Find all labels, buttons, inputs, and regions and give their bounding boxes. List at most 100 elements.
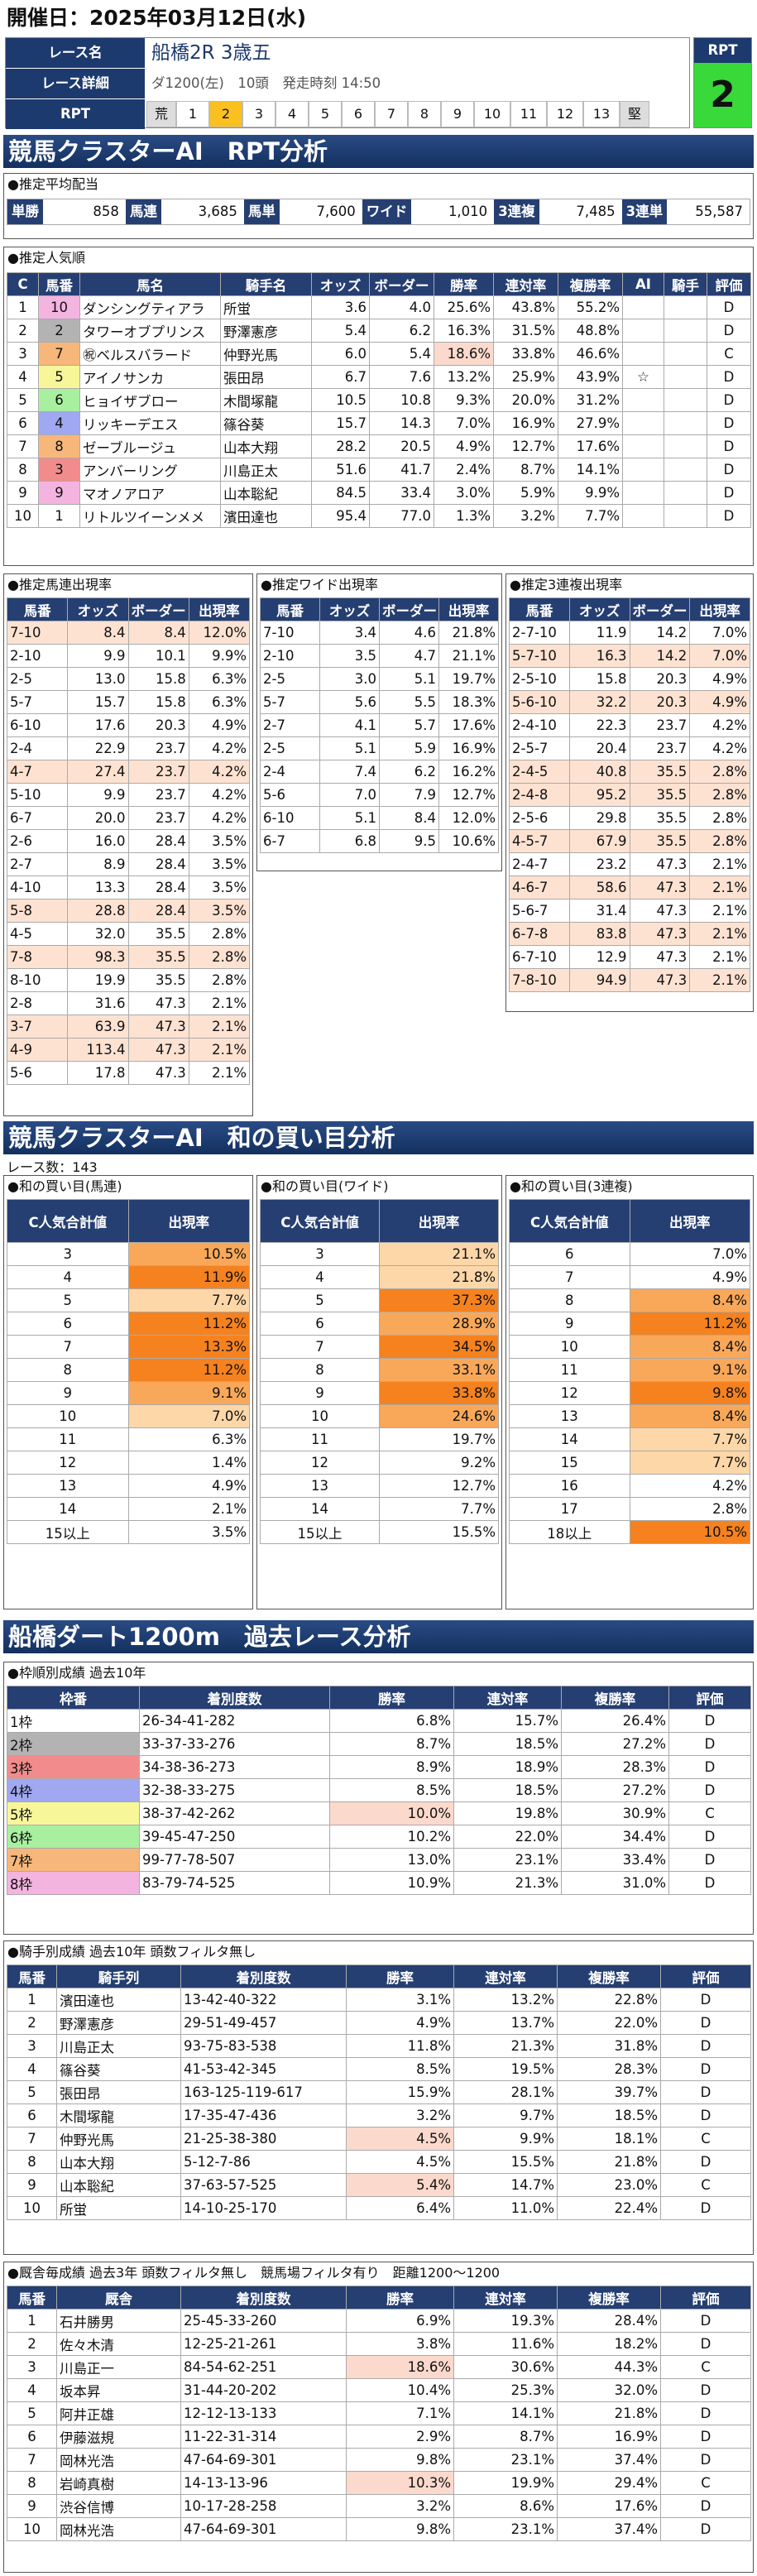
- s3-cell: 10: [7, 2196, 57, 2220]
- combo-cell: 5.6: [319, 690, 380, 714]
- combo-cell: 2.8%: [689, 829, 750, 853]
- s3-cell: 38-37-42-262: [139, 1801, 330, 1825]
- table-row: 4-7 27.4 23.7 4.2%: [6, 760, 251, 784]
- table-row: 6 4 リッキーデエス 篠谷葵 15.7 14.3 7.0% 16.9% 27.9% D: [7, 411, 751, 435]
- combo-cell: 47.3: [629, 945, 691, 969]
- sum-trio-box: ●和の買い目(3連複) C人気合計値 出現率 6 7.0% 7 4.9% 8 8.4% 9 11.…: [505, 1175, 754, 1609]
- sum-cell: 14: [509, 1427, 630, 1451]
- avg-payout-row: 単勝 858 馬連 3,685 馬単 7,600 ワイド 1,010 3連複 7,485 3連単 55…: [7, 199, 750, 225]
- s3-cell: 山本聡紀: [56, 2173, 181, 2197]
- s3-cell: 27.2%: [561, 1778, 669, 1802]
- s3-cell: 14.1%: [453, 2401, 558, 2425]
- combo-cell: 2-5: [260, 736, 320, 760]
- rpt-scale-cell: 10: [474, 101, 510, 127]
- pop-cell: タワーオブプリンス: [79, 319, 221, 343]
- table-row: 4 篠谷葵 41-53-42-345 8.5% 19.5% 28.3% D: [7, 2057, 751, 2081]
- race-detail: ダ1200(左) 10頭 発走時刻 14:50: [151, 75, 381, 91]
- combo-cell: 6-10: [260, 806, 320, 830]
- combo-cell: 7-8: [6, 945, 69, 969]
- rpt-badge-label: RPT: [694, 38, 751, 63]
- table-row: 3-7 63.9 47.3 2.1%: [6, 1015, 251, 1039]
- table-row: 10 所蛍 14-10-25-170 6.4% 11.0% 22.4% D: [7, 2196, 751, 2220]
- combo-cell: 5.1: [319, 806, 380, 830]
- s3-cell: 39-45-47-250: [139, 1825, 330, 1849]
- s3-cell: D: [668, 1848, 751, 1872]
- pop-cell: [664, 365, 707, 389]
- sum-cell: 7: [7, 1335, 129, 1359]
- wide-rate-caption: ●推定ワイド出現率: [261, 577, 378, 592]
- sum-cell: 18以上: [509, 1520, 630, 1544]
- combo-cell: 5-7-10: [509, 644, 570, 668]
- combo-cell: 98.3: [67, 945, 129, 969]
- table-row: 2 佐々木清 12-25-21-261 3.8% 11.6% 18.2% D: [7, 2332, 751, 2356]
- avg-label: ワイド: [362, 199, 412, 224]
- rate-header: 出現率: [379, 1199, 499, 1243]
- combo-cell: 23.7: [127, 760, 189, 784]
- table-row: 2 2 タワーオブプリンス 野澤憲彦 5.4 6.2 16.3% 31.5% 48.8% D: [7, 319, 751, 343]
- sum-umaren-caption: ●和の買い目(馬連): [7, 1178, 122, 1194]
- pop-cell: 9.9%: [558, 481, 623, 505]
- combo-cell: 6-7-10: [509, 945, 570, 969]
- s3-header: 勝率: [346, 1964, 454, 1988]
- pop-cell: 25.6%: [434, 295, 494, 319]
- combo-cell: 23.7: [127, 783, 189, 807]
- s3-cell: 11.6%: [453, 2332, 558, 2356]
- popularity-box: ●推定人気順 C 馬番 馬名 騎手名 オッズ ボーダー 勝率 連対率 複勝率 AI 騎手 評価 1 10…: [3, 247, 754, 566]
- table-row: 2-5-10 15.8 20.3 4.9%: [509, 667, 750, 691]
- rate-cell: 9.1%: [127, 1381, 250, 1405]
- sum-cell: 11: [7, 1427, 129, 1451]
- pop-cell: 9: [7, 481, 39, 505]
- table-row: 12 9.2%: [260, 1451, 499, 1475]
- table-row: 15 7.7%: [509, 1451, 750, 1475]
- combo-cell: 5-7: [260, 690, 320, 714]
- rate-cell: 4.9%: [127, 1474, 250, 1498]
- s3-cell: 10-17-28-258: [180, 2494, 347, 2518]
- table-row: 12 1.4%: [7, 1451, 250, 1475]
- pop-cell: 43.9%: [558, 365, 623, 389]
- s3-cell: 18.9%: [453, 1755, 562, 1779]
- s3-cell: 13.2%: [453, 1988, 558, 2012]
- combo-cell: 16.2%: [438, 760, 499, 784]
- table-row: 4-10 13.3 28.4 3.5%: [6, 875, 251, 899]
- s3-cell: 27.2%: [561, 1732, 669, 1756]
- table-row: 14 7.7%: [509, 1427, 750, 1451]
- rate-cell: 34.5%: [379, 1335, 499, 1359]
- pop-cell: 51.6: [311, 458, 370, 482]
- s3-cell: 83-79-74-525: [139, 1871, 330, 1895]
- s3-cell: 7: [7, 2448, 57, 2472]
- rate-cell: 21.8%: [379, 1265, 499, 1289]
- table-row: 10 1 リトルツイーンメメ 濱田達也 95.4 77.0 1.3% 3.2% 7.7% D: [7, 504, 751, 528]
- pop-cell: [664, 481, 707, 505]
- umaren-rate-caption: ●推定馬連出現率: [7, 577, 112, 592]
- pop-header: 馬名: [79, 272, 221, 296]
- combo-cell: 2.1%: [188, 1038, 251, 1062]
- rate-cell: 19.7%: [379, 1427, 499, 1451]
- s3-cell: 6: [7, 2103, 57, 2127]
- pop-cell: D: [707, 481, 751, 505]
- pop-cell: 1: [38, 504, 80, 528]
- table-row: 9 11.2%: [509, 1312, 750, 1336]
- popularity-caption: ●推定人気順: [7, 250, 85, 266]
- rate-header: 出現率: [629, 1199, 750, 1243]
- table-row: 15以上 3.5%: [7, 1520, 250, 1544]
- s3-cell: 9.8%: [346, 2517, 454, 2541]
- pop-header: AI: [622, 272, 664, 296]
- rpt-scale-cell: 1: [176, 101, 209, 127]
- sum-cell: 9: [7, 1381, 129, 1405]
- combo-header: 馬番: [509, 597, 570, 621]
- combo-cell: 3.4: [319, 621, 380, 645]
- table-row: 16 4.2%: [509, 1474, 750, 1498]
- pop-cell: 55.2%: [558, 295, 623, 319]
- pop-cell: 10.5: [311, 388, 370, 412]
- wide-rate-box: ●推定ワイド出現率 馬番 オッズ ボーダー 出現率 7-10 3.4 4.6 21.8% 2-1…: [256, 573, 502, 871]
- sum-header: C人気合計値: [509, 1199, 630, 1243]
- sum-cell: 3: [7, 1242, 129, 1266]
- table-row: 2-4-7 23.2 47.3 2.1%: [509, 852, 750, 876]
- s3-cell: D: [660, 2309, 751, 2333]
- pop-cell: 山本大翔: [220, 434, 312, 458]
- table-row: 2-5-6 29.8 35.5 2.8%: [509, 806, 750, 830]
- s3-cell: 8: [7, 2471, 57, 2495]
- s3-cell: D: [668, 1709, 751, 1733]
- s3-cell: 21-25-38-380: [180, 2127, 347, 2151]
- rpt-scale-cell: 4: [275, 101, 309, 127]
